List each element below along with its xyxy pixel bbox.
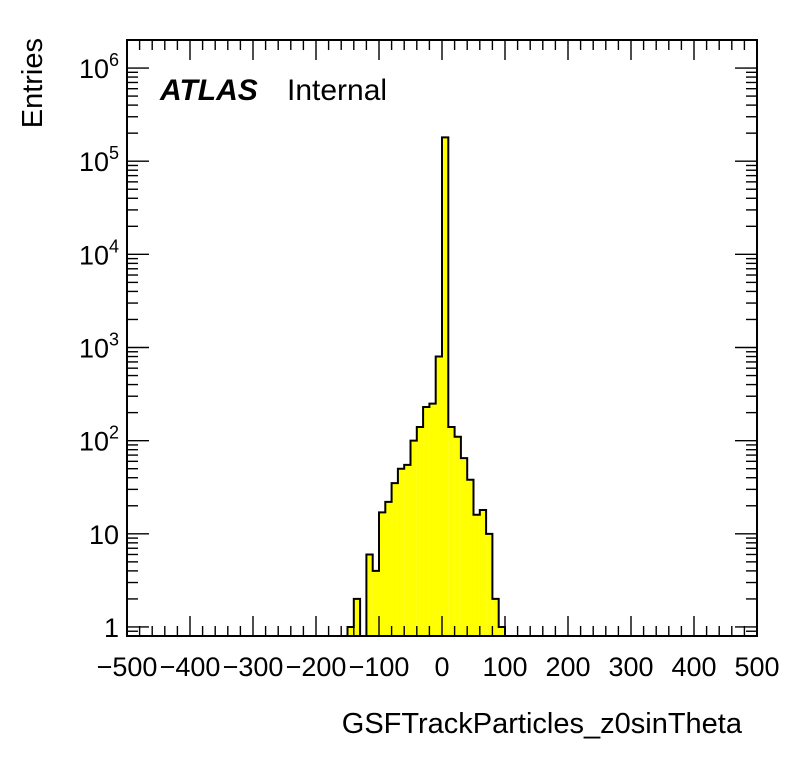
- x-tick-label: 0: [434, 652, 449, 682]
- histogram-bar: [454, 436, 461, 636]
- y-tick-label: 103: [79, 330, 119, 364]
- histogram-bar: [366, 554, 373, 636]
- y-tick-label: 102: [79, 423, 119, 457]
- x-tick-label: 400: [671, 652, 716, 682]
- histogram-bar: [467, 479, 474, 636]
- atlas-label: ATLAS: [159, 74, 258, 107]
- y-tick-label: 10: [89, 520, 119, 550]
- y-axis-label: Entries: [17, 38, 49, 128]
- y-tick-label: 1: [104, 613, 119, 643]
- histogram-bar: [410, 440, 417, 636]
- histogram-bar: [479, 510, 487, 636]
- histogram-bar: [391, 483, 398, 636]
- histogram-bar: [379, 512, 386, 636]
- y-tick-label: 105: [79, 143, 119, 177]
- histogram-bar: [385, 501, 392, 636]
- x-tick-label: 300: [608, 652, 653, 682]
- x-tick-label: 200: [545, 652, 590, 682]
- x-tick-label: −200: [286, 652, 347, 682]
- y-axis-ticks: 1 10 102 103 104 105 106: [79, 39, 757, 643]
- x-axis-ticks: −500 −400 −300 −200 −100 0 100 200 300 400 500: [97, 40, 780, 682]
- x-tick-label: 100: [482, 652, 527, 682]
- y-tick-label: 104: [79, 236, 119, 270]
- histogram-bar: [397, 468, 405, 636]
- histogram-bar: [486, 533, 493, 636]
- histogram-outline: [346, 136, 506, 637]
- x-tick-label: −400: [160, 652, 221, 682]
- x-tick-label: 500: [734, 652, 779, 682]
- histogram-bar: [435, 356, 442, 636]
- histogram-bar: [473, 514, 480, 636]
- histogram-bar: [448, 427, 455, 636]
- histogram-bar: [416, 427, 424, 636]
- x-axis-label: GSFTrackParticles_z0sinTheta: [342, 708, 743, 740]
- histogram-bar: [460, 458, 468, 636]
- histogram-bar: [429, 403, 436, 636]
- histogram-bar: [442, 137, 449, 636]
- x-tick-label: −300: [223, 652, 284, 682]
- histogram-bar: [347, 626, 354, 636]
- internal-label: Internal: [287, 74, 387, 107]
- histogram-bar: [498, 626, 505, 636]
- x-tick-label: −100: [349, 652, 410, 682]
- histogram-bar: [492, 598, 499, 636]
- histogram-bar: [423, 406, 430, 636]
- x-tick-label: −500: [97, 652, 158, 682]
- histogram-bar: [353, 598, 361, 636]
- histogram-bar: [404, 464, 411, 636]
- y-tick-label: 106: [79, 50, 119, 84]
- histogram-bars: [347, 137, 505, 636]
- histogram-bar: [372, 570, 379, 636]
